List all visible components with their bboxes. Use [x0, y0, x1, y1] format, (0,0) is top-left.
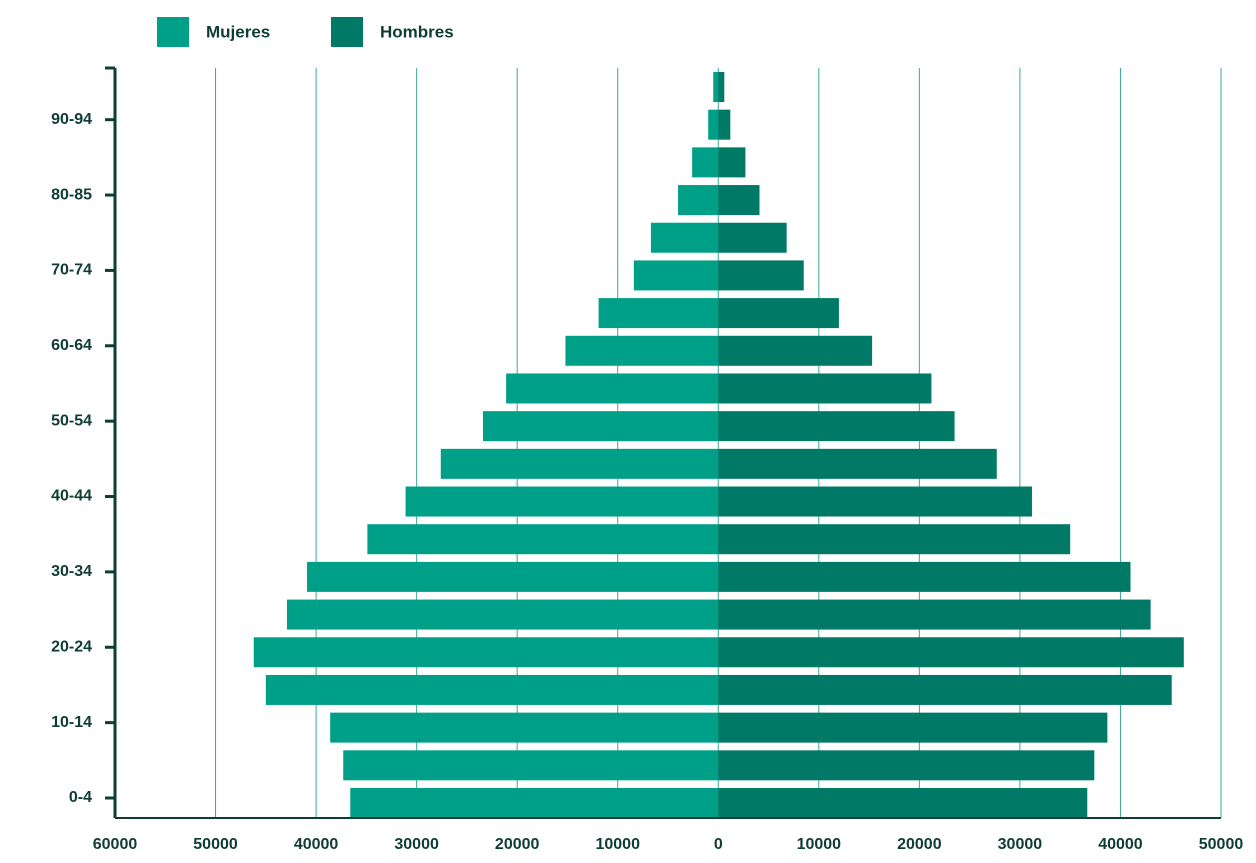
- y-tick-label: 60-64: [51, 337, 92, 354]
- bar: [718, 750, 1095, 781]
- bar: [307, 561, 719, 592]
- bar: [330, 712, 719, 743]
- bar: [482, 411, 719, 442]
- legend-swatch: [331, 17, 363, 47]
- x-tick-label: 30000: [998, 836, 1043, 853]
- bar: [718, 109, 731, 140]
- y-tick-label: 40-44: [51, 488, 92, 505]
- bar: [718, 373, 932, 404]
- bar: [350, 788, 719, 818]
- bar: [718, 411, 955, 442]
- x-tick-label: 50000: [1199, 836, 1244, 853]
- bar: [692, 147, 719, 178]
- x-tick-label: 60000: [93, 836, 138, 853]
- bar: [650, 222, 719, 253]
- bar: [598, 298, 719, 329]
- bar: [718, 712, 1108, 743]
- bar: [718, 788, 1088, 818]
- bar: [367, 524, 719, 555]
- bar: [565, 335, 719, 366]
- bar: [718, 298, 839, 329]
- bar: [718, 486, 1032, 517]
- bar: [713, 72, 719, 102]
- bar: [405, 486, 719, 517]
- bar: [718, 674, 1172, 705]
- y-tick-label: 20-24: [51, 638, 92, 655]
- bar: [440, 448, 719, 479]
- bar: [718, 524, 1071, 555]
- bar: [633, 260, 719, 291]
- bar: [718, 185, 760, 216]
- bar: [718, 637, 1184, 668]
- x-tick-label: 10000: [595, 836, 640, 853]
- x-tick-label: 40000: [1098, 836, 1143, 853]
- bar: [718, 260, 804, 291]
- y-tick-label: 0-4: [69, 789, 92, 806]
- x-tick-label: 20000: [495, 836, 540, 853]
- bar: [678, 185, 719, 216]
- x-tick-label: 10000: [797, 836, 842, 853]
- legend-label: Mujeres: [206, 22, 270, 41]
- bar: [718, 561, 1131, 592]
- bar: [718, 72, 725, 102]
- bar: [718, 335, 873, 366]
- y-tick-label: 90-94: [51, 111, 92, 128]
- bar: [265, 674, 719, 705]
- bar: [718, 599, 1151, 630]
- bar: [253, 637, 719, 668]
- bar: [506, 373, 719, 404]
- bar: [718, 222, 787, 253]
- x-tick-label: 50000: [193, 836, 238, 853]
- bar: [343, 750, 719, 781]
- legend-label: Hombres: [380, 22, 454, 41]
- bar: [286, 599, 719, 630]
- y-tick-label: 30-34: [51, 563, 92, 580]
- y-tick-label: 70-74: [51, 262, 92, 279]
- y-tick-label: 50-54: [51, 412, 92, 429]
- y-tick-label: 10-14: [51, 714, 92, 731]
- y-tick-label: 80-85: [51, 186, 92, 203]
- x-tick-label: 40000: [294, 836, 339, 853]
- bar: [718, 448, 997, 479]
- legend-swatch: [157, 17, 189, 47]
- x-tick-label: 20000: [897, 836, 942, 853]
- bar: [718, 147, 746, 178]
- x-tick-label: 0: [714, 836, 723, 853]
- bar: [708, 109, 719, 140]
- x-tick-label: 30000: [394, 836, 439, 853]
